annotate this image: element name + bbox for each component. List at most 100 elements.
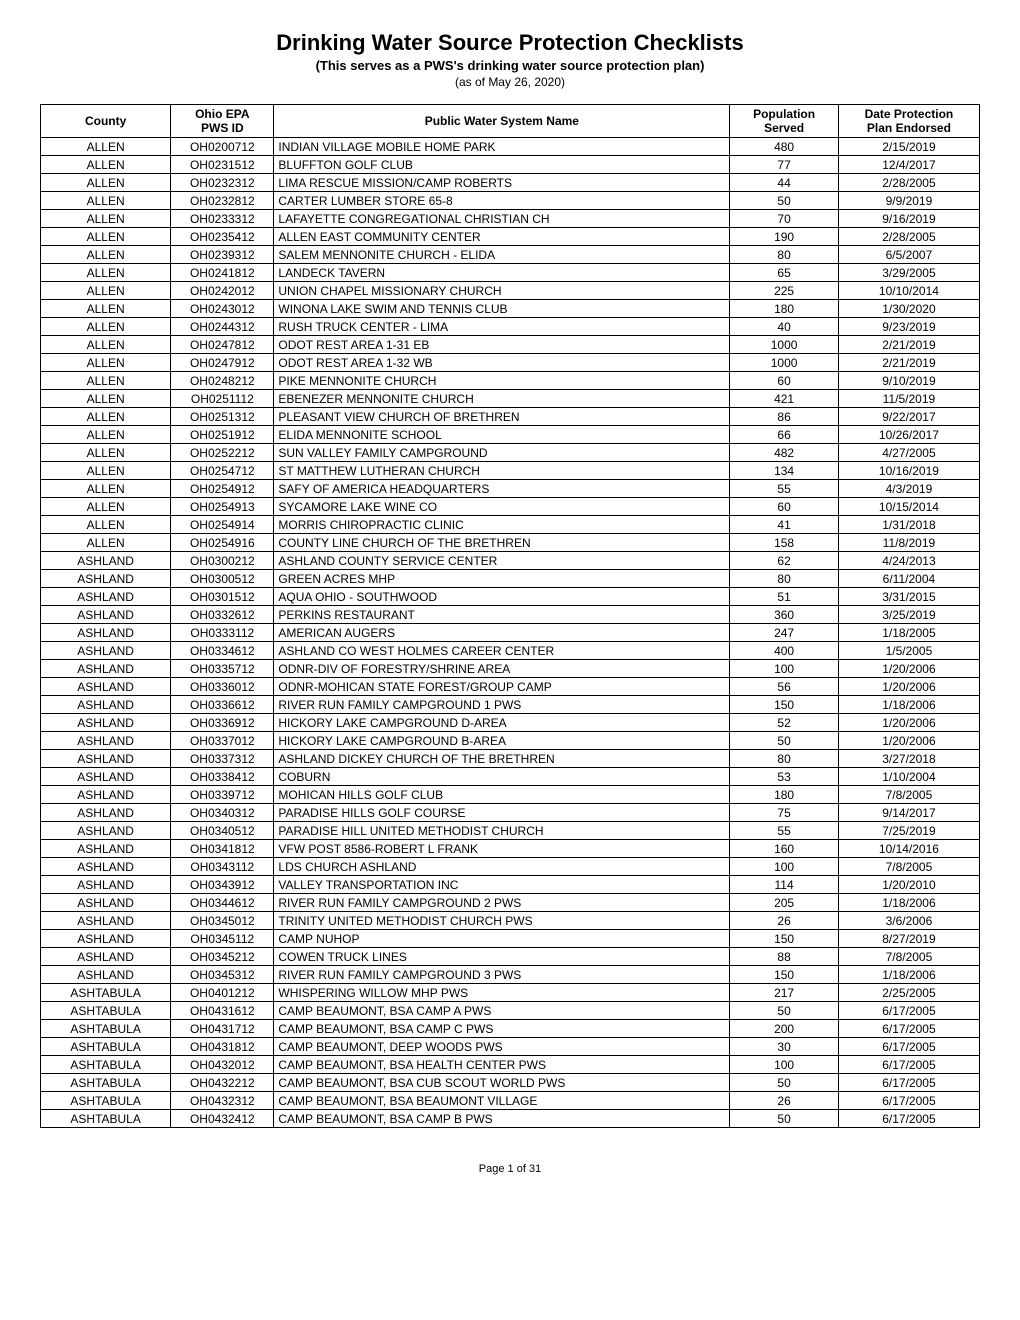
cell-name: LANDECK TAVERN: [274, 264, 730, 282]
cell-date: 6/17/2005: [838, 1020, 979, 1038]
cell-pop: 360: [730, 606, 839, 624]
table-row: ASHLANDOH0333112AMERICAN AUGERS2471/18/2…: [41, 624, 980, 642]
cell-pwsid: OH0254712: [171, 462, 274, 480]
page-footer: Page 1 of 31: [40, 1163, 980, 1175]
cell-county: ASHLAND: [41, 786, 171, 804]
cell-pwsid: OH0252212: [171, 444, 274, 462]
cell-pop: 80: [730, 570, 839, 588]
cell-name: MOHICAN HILLS GOLF CLUB: [274, 786, 730, 804]
cell-pop: 66: [730, 426, 839, 444]
table-row: ASHLANDOH0340512PARADISE HILL UNITED MET…: [41, 822, 980, 840]
cell-date: 11/8/2019: [838, 534, 979, 552]
cell-name: UNION CHAPEL MISSIONARY CHURCH: [274, 282, 730, 300]
cell-pop: 400: [730, 642, 839, 660]
cell-date: 2/15/2019: [838, 138, 979, 156]
cell-name: CAMP BEAUMONT, DEEP WOODS PWS: [274, 1038, 730, 1056]
table-row: ALLENOH0232312LIMA RESCUE MISSION/CAMP R…: [41, 174, 980, 192]
cell-county: ALLEN: [41, 372, 171, 390]
cell-date: 6/5/2007: [838, 246, 979, 264]
cell-date: 9/16/2019: [838, 210, 979, 228]
cell-pwsid: OH0232812: [171, 192, 274, 210]
cell-name: CAMP BEAUMONT, BSA CUB SCOUT WORLD PWS: [274, 1074, 730, 1092]
cell-date: 10/16/2019: [838, 462, 979, 480]
cell-county: ASHLAND: [41, 552, 171, 570]
cell-name: ASHLAND COUNTY SERVICE CENTER: [274, 552, 730, 570]
cell-county: ALLEN: [41, 498, 171, 516]
header-date-top: Date Protection: [838, 105, 979, 122]
cell-county: ASHLAND: [41, 840, 171, 858]
table-row: ASHLANDOH0300512GREEN ACRES MHP806/11/20…: [41, 570, 980, 588]
cell-date: 4/27/2005: [838, 444, 979, 462]
cell-name: RIVER RUN FAMILY CAMPGROUND 3 PWS: [274, 966, 730, 984]
cell-date: 3/6/2006: [838, 912, 979, 930]
cell-pop: 70: [730, 210, 839, 228]
cell-name: CAMP BEAUMONT, BSA CAMP A PWS: [274, 1002, 730, 1020]
header-pwsid-top: Ohio EPA: [171, 105, 274, 122]
cell-county: ASHTABULA: [41, 1020, 171, 1038]
cell-name: AQUA OHIO - SOUTHWOOD: [274, 588, 730, 606]
cell-name: SAFY OF AMERICA HEADQUARTERS: [274, 480, 730, 498]
cell-date: 6/17/2005: [838, 1074, 979, 1092]
cell-pwsid: OH0336612: [171, 696, 274, 714]
cell-county: ALLEN: [41, 174, 171, 192]
cell-date: 10/15/2014: [838, 498, 979, 516]
cell-date: 9/22/2017: [838, 408, 979, 426]
cell-pop: 77: [730, 156, 839, 174]
cell-pop: 114: [730, 876, 839, 894]
table-row: ASHTABULAOH0401212WHISPERING WILLOW MHP …: [41, 984, 980, 1002]
cell-pop: 205: [730, 894, 839, 912]
cell-county: ALLEN: [41, 318, 171, 336]
cell-pwsid: OH0254916: [171, 534, 274, 552]
cell-pwsid: OH0345212: [171, 948, 274, 966]
table-row: ALLENOH0235412ALLEN EAST COMMUNITY CENTE…: [41, 228, 980, 246]
page-subtitle: (This serves as a PWS's drinking water s…: [40, 58, 980, 73]
cell-pwsid: OH0301512: [171, 588, 274, 606]
cell-name: ODOT REST AREA 1-31 EB: [274, 336, 730, 354]
cell-pwsid: OH0300212: [171, 552, 274, 570]
cell-name: RIVER RUN FAMILY CAMPGROUND 1 PWS: [274, 696, 730, 714]
cell-date: 9/23/2019: [838, 318, 979, 336]
cell-pwsid: OH0251112: [171, 390, 274, 408]
cell-date: 10/14/2016: [838, 840, 979, 858]
cell-pwsid: OH0343912: [171, 876, 274, 894]
cell-pwsid: OH0336012: [171, 678, 274, 696]
cell-county: ASHLAND: [41, 696, 171, 714]
cell-pop: 55: [730, 822, 839, 840]
table-row: ALLENOH0200712INDIAN VILLAGE MOBILE HOME…: [41, 138, 980, 156]
cell-pop: 150: [730, 966, 839, 984]
cell-name: VALLEY TRANSPORTATION INC: [274, 876, 730, 894]
cell-date: 7/8/2005: [838, 858, 979, 876]
cell-pwsid: OH0232312: [171, 174, 274, 192]
cell-date: 8/27/2019: [838, 930, 979, 948]
cell-pwsid: OH0340312: [171, 804, 274, 822]
cell-name: MORRIS CHIROPRACTIC CLINIC: [274, 516, 730, 534]
cell-date: 1/20/2006: [838, 732, 979, 750]
cell-date: 1/18/2006: [838, 966, 979, 984]
cell-name: LIMA RESCUE MISSION/CAMP ROBERTS: [274, 174, 730, 192]
table-row: ALLENOH0231512BLUFFTON GOLF CLUB7712/4/2…: [41, 156, 980, 174]
cell-county: ASHLAND: [41, 642, 171, 660]
cell-date: 1/20/2006: [838, 660, 979, 678]
cell-date: 1/20/2006: [838, 678, 979, 696]
cell-date: 9/9/2019: [838, 192, 979, 210]
header-county: County: [41, 105, 171, 138]
cell-pop: 65: [730, 264, 839, 282]
cell-name: INDIAN VILLAGE MOBILE HOME PARK: [274, 138, 730, 156]
table-row: ALLENOH0243012WINONA LAKE SWIM AND TENNI…: [41, 300, 980, 318]
cell-pop: 60: [730, 372, 839, 390]
cell-county: ALLEN: [41, 192, 171, 210]
cell-pop: 1000: [730, 354, 839, 372]
table-row: ALLENOH0233312LAFAYETTE CONGREGATIONAL C…: [41, 210, 980, 228]
cell-pwsid: OH0254914: [171, 516, 274, 534]
cell-pwsid: OH0343112: [171, 858, 274, 876]
cell-pwsid: OH0239312: [171, 246, 274, 264]
cell-name: PERKINS RESTAURANT: [274, 606, 730, 624]
cell-county: ASHLAND: [41, 714, 171, 732]
cell-pwsid: OH0431712: [171, 1020, 274, 1038]
cell-county: ALLEN: [41, 300, 171, 318]
cell-county: ALLEN: [41, 534, 171, 552]
header-pop-bot: Served: [730, 121, 839, 138]
cell-pop: 41: [730, 516, 839, 534]
cell-pwsid: OH0345012: [171, 912, 274, 930]
cell-name: RUSH TRUCK CENTER - LIMA: [274, 318, 730, 336]
